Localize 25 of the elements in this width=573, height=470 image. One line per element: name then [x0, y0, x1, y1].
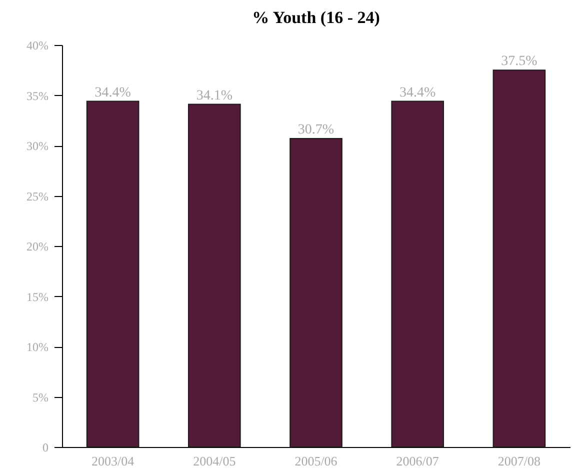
x-tick-label: 2005/06: [294, 454, 338, 468]
chart-title: % Youth (16 - 24): [252, 8, 380, 27]
x-tick-label: 2003/04: [91, 454, 135, 468]
bar: [290, 138, 342, 448]
data-label: 37.5%: [501, 54, 538, 70]
y-tick-label: 20%: [26, 240, 48, 254]
y-tick-label: 0: [42, 440, 48, 454]
bar: [86, 100, 140, 448]
y-tick-label: 5%: [32, 390, 48, 404]
x-tick-label: 2004/05: [193, 454, 236, 468]
bar: [188, 104, 241, 448]
y-tick-label: 30%: [26, 139, 48, 153]
y-tick-label: 35%: [26, 88, 48, 103]
data-label: 34.4%: [94, 85, 132, 100]
y-tick-label: 15%: [26, 290, 48, 304]
bar: [492, 70, 546, 448]
data-label: 34.4%: [400, 85, 436, 100]
y-tick-label: 10%: [26, 340, 48, 354]
data-label: 30.7%: [298, 122, 334, 138]
bar: [391, 100, 444, 448]
data-label: 34.1%: [196, 88, 233, 104]
y-tick-label: 40%: [26, 38, 48, 52]
x-tick-label: 2007/08: [498, 454, 541, 468]
y-tick-label: 25%: [26, 189, 48, 204]
x-tick-label: 2006/07: [396, 454, 440, 468]
